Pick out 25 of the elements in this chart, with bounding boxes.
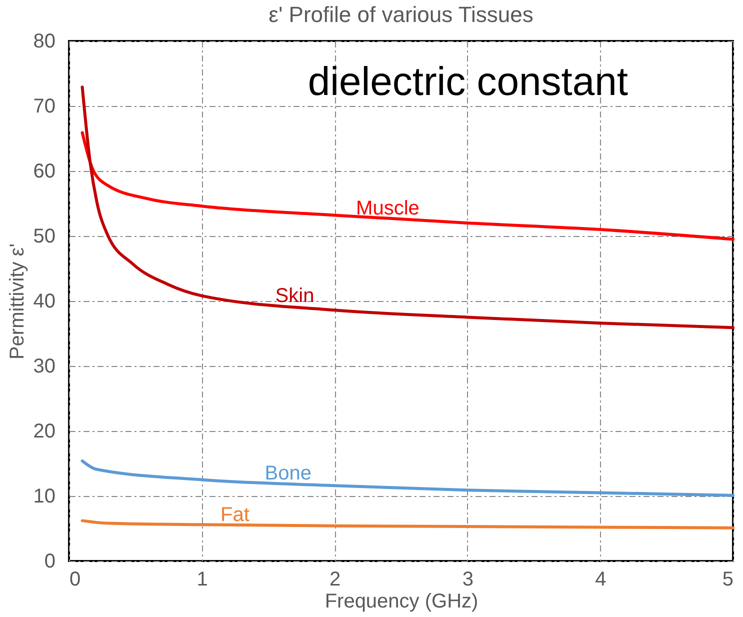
series-label: Fat bbox=[220, 504, 250, 526]
x-tick-label: 4 bbox=[595, 568, 606, 590]
x-tick-label: 5 bbox=[722, 568, 734, 590]
y-tick-label: 30 bbox=[33, 356, 56, 378]
y-tick-label: 40 bbox=[33, 290, 56, 312]
y-tick-label: 70 bbox=[33, 96, 56, 118]
y-tick-label: 80 bbox=[33, 30, 56, 52]
y-tick-label: 60 bbox=[33, 160, 56, 182]
x-tick-label: 1 bbox=[196, 568, 208, 590]
series-label: Muscle bbox=[356, 197, 420, 220]
series-label: Skin bbox=[275, 284, 314, 307]
annotation: dielectric constant bbox=[308, 60, 628, 104]
line-series bbox=[80, 459, 734, 497]
x-tick-label: 2 bbox=[330, 568, 341, 590]
x-axis-title: Frequency (GHz) bbox=[324, 590, 478, 612]
y-tick-label: 20 bbox=[33, 420, 56, 442]
x-tick-label: 0 bbox=[70, 568, 81, 590]
series-label: Bone bbox=[264, 462, 312, 485]
y-tick-label: 50 bbox=[33, 226, 56, 248]
y-tick-label: 10 bbox=[33, 486, 56, 508]
x-tick-label: 3 bbox=[462, 568, 474, 590]
y-axis-title: Permittivity ε' bbox=[6, 243, 28, 360]
line-series bbox=[80, 131, 734, 241]
chart-title: ε' Profile of various Tissues bbox=[268, 2, 534, 27]
y-tick-label: 0 bbox=[44, 550, 56, 572]
